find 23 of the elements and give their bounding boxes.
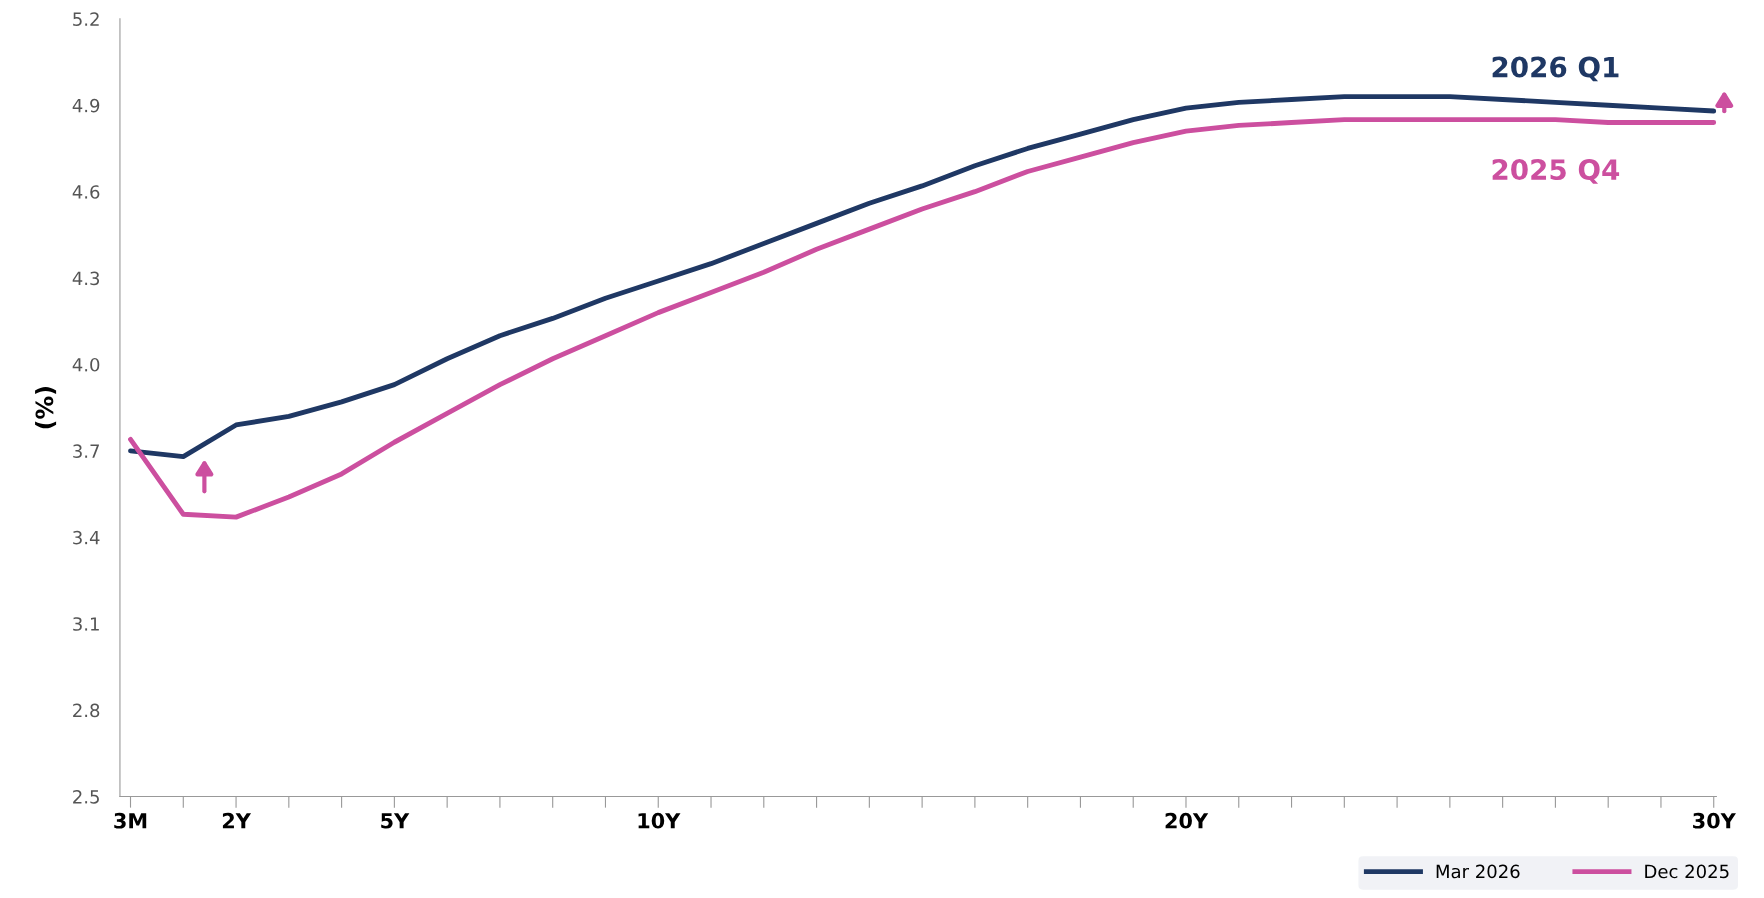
y-tick-label: 4.9 xyxy=(72,98,100,113)
legend-label: Mar 2026 xyxy=(1436,864,1520,879)
y-tick-label: 4.6 xyxy=(72,185,100,199)
x-tick-label: 2Y xyxy=(222,812,252,829)
x-tick-label: 30Y xyxy=(1693,812,1736,829)
legend-label: Dec 2025 xyxy=(1645,864,1729,879)
x-tick-label: 5Y xyxy=(381,813,410,829)
annotation: 2025 Q4 xyxy=(1492,159,1620,184)
y-tick-label: 3.4 xyxy=(73,530,100,545)
y-tick-label: 2.5 xyxy=(73,789,99,804)
y-axis-title: (%) xyxy=(35,387,57,429)
x-tick-label: 3M xyxy=(114,812,147,829)
y-tick-label: 4.3 xyxy=(72,271,100,286)
annotation: 2026 Q1 xyxy=(1492,56,1619,82)
x-tick-label: 20Y xyxy=(1165,812,1209,829)
y-tick-label: 3.7 xyxy=(73,444,99,459)
line-series xyxy=(128,94,1717,460)
x-tick-label: 10Y xyxy=(638,812,681,829)
y-tick-label: 2.8 xyxy=(73,703,100,718)
y-tick-label: 5.2 xyxy=(73,12,99,26)
line-series xyxy=(128,117,1717,520)
y-tick-label: 3.1 xyxy=(73,617,99,631)
y-tick-label: 4.0 xyxy=(72,357,100,372)
